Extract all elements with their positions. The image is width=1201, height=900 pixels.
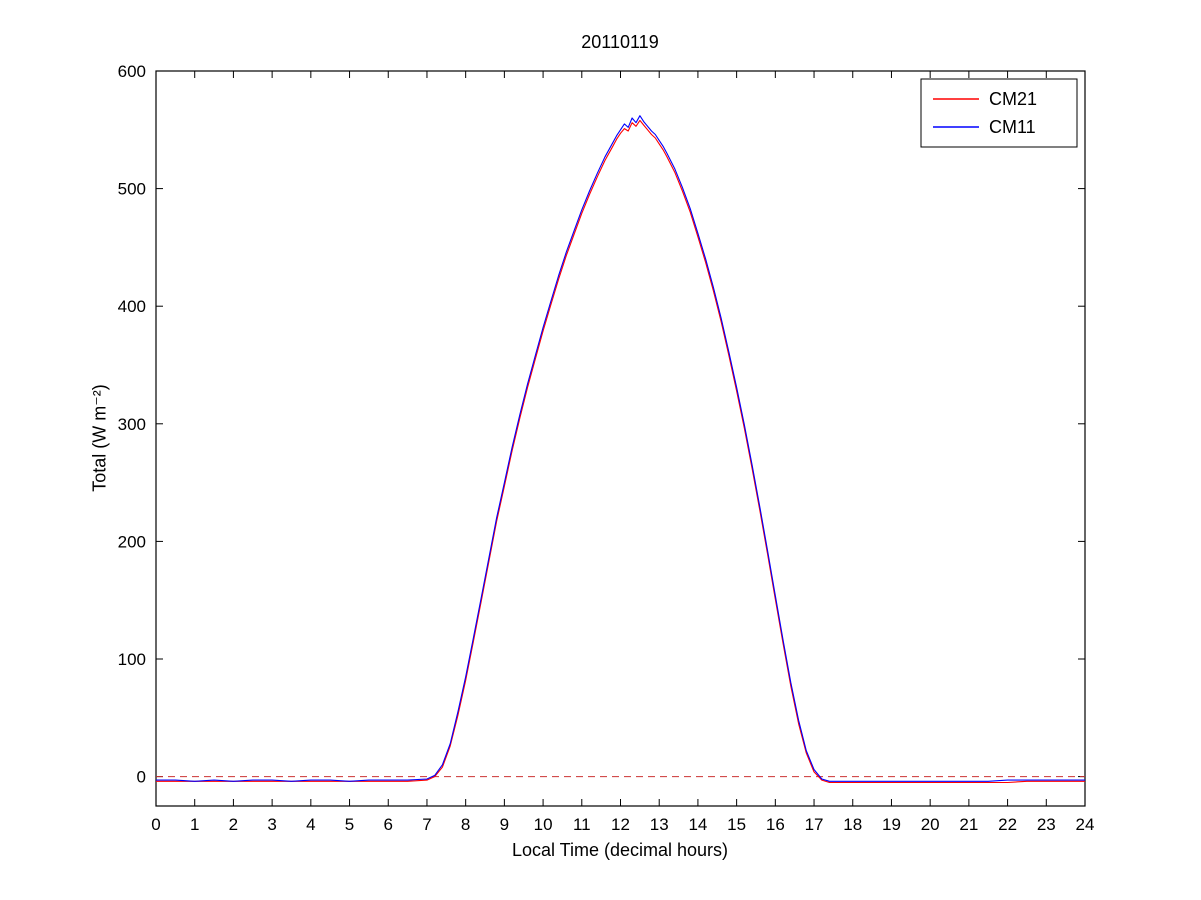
tick-labels: 0 1 2 3 4 5 6 7 8 9 10 11 12 13 14 15 16 17 18 19 20 21 22 23 24… [118,62,1095,834]
x-tick-label: 19 [882,815,901,834]
legend-box [920,78,1078,148]
x-tick-label: 21 [959,815,978,834]
x-tick-label: 23 [1037,815,1056,834]
x-tick-label: 5 [345,815,354,834]
x-tick-label: 7 [422,815,431,834]
x-tick-label: 6 [384,815,393,834]
x-tick-label: 0 [151,815,160,834]
y-tick-label: 200 [118,532,146,551]
x-tick-label: 15 [727,815,746,834]
x-tick-label: 18 [843,815,862,834]
x-tick-label: 1 [190,815,199,834]
x-tick-label: 22 [998,815,1017,834]
y-tick-label: 100 [118,650,146,669]
axis-ticks [155,70,1086,806]
x-tick-label: 20 [921,815,940,834]
x-tick-label: 11 [573,815,591,834]
x-tick-label: 4 [306,815,315,834]
series-CM11 [156,115,1085,782]
x-tick-label: 24 [1076,815,1095,834]
x-tick-label: 12 [611,815,630,834]
x-tick-label: 10 [534,815,553,834]
x-tick-label: 8 [461,815,470,834]
y-tick-label: 300 [118,415,146,434]
legend-label: CM11 [989,117,1036,137]
series-CM21 [156,119,1085,784]
x-tick-label: 3 [267,815,276,834]
y-tick-label: 500 [118,180,146,199]
x-tick-label: 9 [500,815,509,834]
x-tick-label: 16 [766,815,785,834]
x-tick-label: 13 [650,815,669,834]
x-tick-label: 14 [688,815,707,834]
y-axis-label: Total (W m⁻²) [89,384,110,492]
y-tick-label: 600 [118,62,146,81]
y-tick-label: 0 [137,768,146,787]
x-axis-label: Local Time (decimal hours) [511,840,729,860]
legend: CM21 CM11 [920,78,1078,148]
x-tick-label: 2 [229,815,238,834]
legend-label: CM21 [989,89,1037,109]
x-tick-label: 17 [805,815,824,834]
chart-title: 20110119 [581,32,659,52]
plot-box [155,70,1086,807]
y-tick-label: 400 [118,297,146,316]
